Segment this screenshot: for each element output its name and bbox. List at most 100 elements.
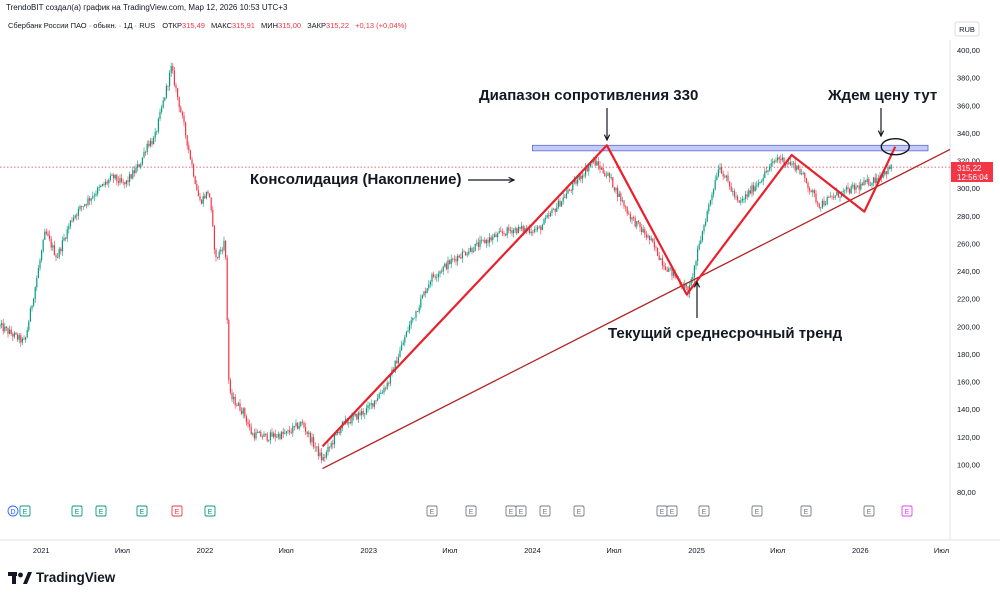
candle-body <box>506 227 508 236</box>
trend-line <box>322 148 951 470</box>
candle-body <box>329 446 331 448</box>
candle-body <box>34 287 36 300</box>
candle-body <box>444 263 446 267</box>
candle-body <box>217 257 219 258</box>
event-marker-label: E <box>702 509 707 516</box>
candle-body <box>746 194 748 197</box>
time-tick-label: 2021 <box>33 546 50 555</box>
price-tick-label: 320,00 <box>957 157 980 166</box>
candle-body <box>97 187 99 194</box>
candle-body <box>793 162 795 164</box>
candle-body <box>860 183 862 190</box>
candle-body <box>175 85 177 89</box>
candle-body <box>633 217 635 219</box>
candle-body <box>71 220 73 222</box>
candle-body <box>825 204 827 206</box>
event-marker-label: E <box>75 509 80 516</box>
candle-body <box>533 229 535 233</box>
candle-body <box>642 229 644 233</box>
symbol-title[interactable]: Сбербанк России ПАО · обыкн. · 1Д · RUS <box>8 21 156 30</box>
currency-box[interactable] <box>954 21 980 37</box>
candle-body <box>92 196 94 199</box>
candle-body <box>349 422 351 424</box>
candle-body <box>274 433 276 438</box>
candle-body <box>530 231 532 234</box>
candle-body <box>220 249 222 252</box>
candle-body <box>33 299 35 306</box>
candle-body <box>815 193 817 203</box>
price-tick-label: 180,00 <box>957 350 980 359</box>
price-badge-box <box>951 162 993 182</box>
candle-body <box>221 249 223 251</box>
candle-body <box>865 180 867 182</box>
candle-body <box>319 452 321 456</box>
price-badge: 315,22 12:56:04 <box>951 162 993 182</box>
candle-body <box>618 193 620 197</box>
time-axis[interactable]: 2021 Июл 2022 Июл 2023 Июл 2024 Июл 2025 Июл 2026 И… <box>33 546 949 555</box>
candle-body <box>498 231 500 234</box>
candle-body <box>165 85 167 98</box>
time-tick-label: 2026 <box>852 546 869 555</box>
candle-body <box>170 66 172 73</box>
candle-body <box>353 415 355 417</box>
candle-body <box>205 191 207 199</box>
candle-body <box>460 257 462 259</box>
candle-body <box>132 170 134 179</box>
event-marker-label: E <box>99 509 104 516</box>
time-tick-label: 2022 <box>197 546 214 555</box>
candle-body <box>807 182 809 189</box>
tradingview-logo[interactable]: TradingView <box>8 570 115 585</box>
candle-body <box>863 180 865 186</box>
candle-body <box>201 199 203 204</box>
candle-body <box>853 184 855 190</box>
candle-body <box>325 452 327 458</box>
earnings-marker <box>901 505 913 517</box>
candle-body <box>381 392 383 394</box>
candle-body <box>564 197 566 199</box>
candle-body <box>69 220 71 227</box>
candle-body <box>186 135 188 146</box>
candle-body <box>636 221 638 227</box>
candle-body <box>725 175 727 178</box>
candle-body <box>359 412 361 416</box>
candle-body <box>202 196 204 204</box>
candle-body <box>621 200 623 202</box>
candle-body <box>282 431 284 434</box>
candle-body <box>553 209 555 210</box>
candle-body <box>116 174 118 181</box>
candle-body <box>569 189 571 191</box>
candle-body <box>57 257 59 258</box>
event-marker-label: D <box>10 509 15 516</box>
close-label: ЗАКР <box>307 21 327 30</box>
candle-body <box>95 193 97 196</box>
candle-body <box>50 239 52 248</box>
candle-body <box>146 143 148 153</box>
candle-body <box>407 330 409 332</box>
candle-body <box>866 178 868 182</box>
candle-body <box>260 431 262 437</box>
candle-body <box>301 421 303 423</box>
candle-body <box>295 422 297 427</box>
candle-body <box>354 413 356 416</box>
candle-body <box>257 432 259 434</box>
candle-body <box>797 165 799 170</box>
price-scale[interactable]: RUB 400,00 380,00 360,00 340,00 320,00 300,00… <box>954 21 980 497</box>
candle-body <box>196 184 198 191</box>
candle-body <box>337 431 339 434</box>
candle-body <box>226 257 228 321</box>
candle-body <box>189 150 191 160</box>
candle-body <box>436 276 438 278</box>
candle-body <box>287 430 289 432</box>
candle-body <box>661 258 663 266</box>
candle-body <box>138 164 140 168</box>
candle-body <box>580 175 582 179</box>
candle-body <box>305 427 307 432</box>
candle-body <box>74 215 76 218</box>
candle-body <box>370 403 372 405</box>
candle-body <box>213 226 215 250</box>
candle-body <box>657 247 659 256</box>
candle-body <box>351 415 353 424</box>
candle-body <box>709 200 711 205</box>
candle-body <box>617 187 619 197</box>
